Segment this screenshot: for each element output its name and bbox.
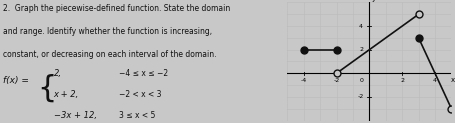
- Point: [414, 13, 421, 15]
- Text: 3 ≤ x < 5: 3 ≤ x < 5: [118, 111, 155, 120]
- Text: 0: 0: [359, 78, 362, 83]
- Text: 4: 4: [432, 78, 436, 83]
- Text: -2: -2: [333, 78, 339, 83]
- Point: [299, 49, 307, 51]
- Text: −4 ≤ x ≤ −2: −4 ≤ x ≤ −2: [118, 69, 167, 78]
- Text: constant, or decreasing on each interval of the domain.: constant, or decreasing on each interval…: [3, 50, 216, 59]
- Text: −2 < x < 3: −2 < x < 3: [118, 90, 161, 99]
- Text: 4: 4: [359, 24, 362, 29]
- Text: 2: 2: [399, 78, 403, 83]
- Text: x: x: [450, 77, 454, 83]
- Text: 2: 2: [359, 47, 362, 52]
- Text: x + 2,: x + 2,: [54, 90, 79, 99]
- Text: -2: -2: [357, 94, 364, 99]
- Point: [447, 108, 454, 110]
- Text: −3x + 12,: −3x + 12,: [54, 111, 96, 120]
- Point: [332, 49, 339, 51]
- Point: [332, 72, 339, 74]
- Text: -4: -4: [300, 78, 306, 83]
- Text: y: y: [370, 0, 375, 2]
- Text: f(x) =: f(x) =: [3, 76, 29, 85]
- Text: {: {: [37, 74, 56, 103]
- Text: and range. Identify whether the function is increasing,: and range. Identify whether the function…: [3, 27, 212, 36]
- Text: 2.  Graph the piecewise-defined function. State the domain: 2. Graph the piecewise-defined function.…: [3, 4, 230, 13]
- Point: [414, 37, 421, 39]
- Text: 2,: 2,: [54, 69, 61, 78]
